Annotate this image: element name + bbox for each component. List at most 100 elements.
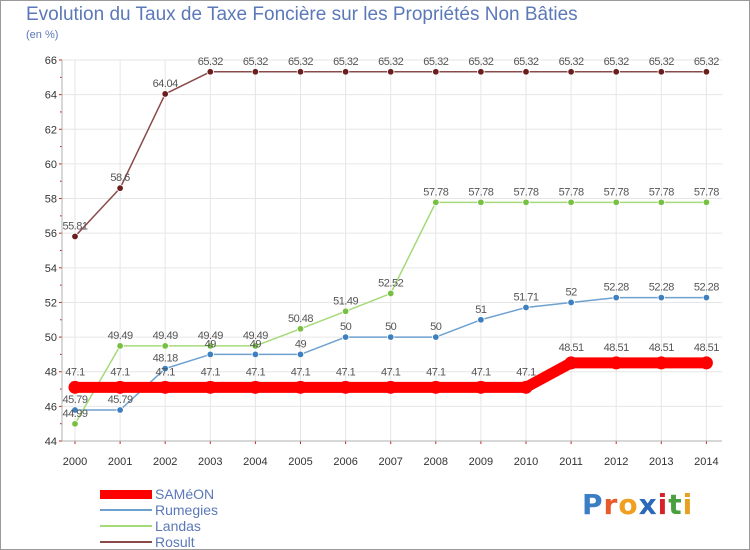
x-tick-label: 2001 bbox=[108, 456, 132, 468]
data-point bbox=[158, 380, 172, 394]
data-label: 51 bbox=[475, 304, 487, 316]
data-point bbox=[341, 68, 350, 76]
data-label: 65.32 bbox=[604, 56, 629, 68]
y-tick-label: 64 bbox=[45, 90, 57, 102]
data-point bbox=[612, 198, 620, 207]
logo-letter: i bbox=[682, 488, 694, 521]
proxiti-logo: Proxiti bbox=[582, 488, 693, 521]
data-label: 64.04 bbox=[153, 78, 178, 90]
data-label: 47.1 bbox=[201, 366, 221, 378]
data-label: 65.32 bbox=[288, 56, 313, 68]
data-point bbox=[654, 356, 668, 370]
data-point bbox=[251, 68, 260, 76]
data-point bbox=[296, 350, 305, 359]
data-point bbox=[387, 333, 395, 341]
data-label: 52 bbox=[565, 286, 577, 298]
data-point bbox=[702, 198, 711, 207]
data-label: 65.32 bbox=[649, 56, 674, 68]
data-point bbox=[387, 68, 395, 76]
y-tick-label: 44 bbox=[45, 436, 57, 448]
logo-letter: t bbox=[668, 488, 683, 521]
data-label: 65.32 bbox=[468, 56, 493, 68]
data-point bbox=[71, 406, 79, 414]
y-tick-label: 54 bbox=[45, 263, 57, 275]
logo-letter: i bbox=[657, 488, 669, 521]
data-point bbox=[206, 350, 214, 359]
legend-swatch bbox=[100, 525, 152, 527]
x-tick-label: 2000 bbox=[63, 456, 87, 468]
data-point bbox=[522, 68, 530, 76]
data-label: 65.32 bbox=[378, 56, 403, 68]
data-point bbox=[432, 333, 440, 341]
data-point bbox=[477, 68, 485, 76]
data-label: 57.78 bbox=[559, 186, 584, 198]
data-label: 45.79 bbox=[62, 394, 87, 406]
data-point bbox=[161, 90, 169, 98]
data-point bbox=[296, 68, 305, 76]
data-point bbox=[564, 356, 578, 370]
y-tick-label: 48 bbox=[45, 367, 57, 379]
legend-item: Landas bbox=[100, 518, 218, 534]
logo-letter: o bbox=[618, 488, 639, 521]
data-point bbox=[206, 68, 214, 76]
data-label: 58.6 bbox=[110, 172, 130, 184]
x-tick-label: 2005 bbox=[288, 456, 312, 468]
data-label: 55.81 bbox=[62, 220, 87, 232]
data-point bbox=[161, 364, 169, 373]
data-label: 52.52 bbox=[378, 277, 403, 289]
data-label: 47.1 bbox=[381, 366, 401, 378]
data-label: 45.79 bbox=[108, 394, 133, 406]
data-point bbox=[609, 356, 623, 370]
data-label: 52.28 bbox=[649, 282, 674, 294]
data-label: 52.28 bbox=[694, 282, 719, 294]
x-tick-label: 2009 bbox=[469, 456, 493, 468]
data-point bbox=[567, 298, 575, 307]
data-label: 49.49 bbox=[198, 330, 223, 342]
data-label: 51.49 bbox=[333, 295, 358, 307]
x-tick-label: 2013 bbox=[649, 456, 673, 468]
data-point bbox=[251, 350, 260, 359]
x-tick-label: 2010 bbox=[514, 456, 538, 468]
data-point bbox=[657, 68, 665, 76]
data-point bbox=[612, 68, 620, 76]
x-tick-label: 2012 bbox=[604, 456, 628, 468]
data-point bbox=[161, 342, 169, 350]
data-point bbox=[68, 380, 82, 394]
data-point bbox=[474, 380, 488, 394]
data-label: 47.1 bbox=[110, 366, 130, 378]
y-tick-label: 46 bbox=[45, 401, 57, 413]
data-label: 49 bbox=[205, 338, 217, 350]
data-point bbox=[71, 420, 79, 428]
unit-label: (en %) bbox=[26, 29, 59, 41]
data-label: 57.78 bbox=[423, 186, 448, 198]
logo-letter: r bbox=[603, 488, 619, 521]
y-tick-label: 56 bbox=[45, 228, 57, 240]
data-label: 50.48 bbox=[288, 313, 313, 325]
data-label: 47.1 bbox=[336, 366, 356, 378]
data-point bbox=[113, 380, 127, 394]
data-point bbox=[248, 380, 262, 394]
data-point bbox=[522, 198, 530, 207]
data-label: 49.49 bbox=[243, 330, 268, 342]
legend-item: Rosult bbox=[100, 534, 218, 550]
x-tick-label: 2014 bbox=[694, 456, 718, 468]
data-point bbox=[429, 380, 443, 394]
y-tick-label: 50 bbox=[45, 332, 57, 344]
x-tick-label: 2007 bbox=[378, 456, 402, 468]
data-point bbox=[519, 380, 533, 394]
data-point bbox=[384, 380, 398, 394]
data-label: 51.71 bbox=[513, 291, 538, 303]
legend-swatch bbox=[100, 489, 152, 499]
data-label: 57.78 bbox=[604, 186, 629, 198]
data-label: 50 bbox=[340, 321, 352, 333]
data-point bbox=[116, 342, 124, 350]
legend-label: Landas bbox=[155, 518, 201, 534]
data-point bbox=[702, 293, 711, 302]
data-label: 48.51 bbox=[604, 342, 629, 354]
chart-title: Evolution du Taux de Taxe Foncière sur l… bbox=[26, 4, 578, 25]
data-label: 48.18 bbox=[153, 353, 178, 365]
data-point bbox=[387, 289, 395, 298]
data-point bbox=[657, 198, 665, 207]
data-point bbox=[522, 303, 530, 312]
